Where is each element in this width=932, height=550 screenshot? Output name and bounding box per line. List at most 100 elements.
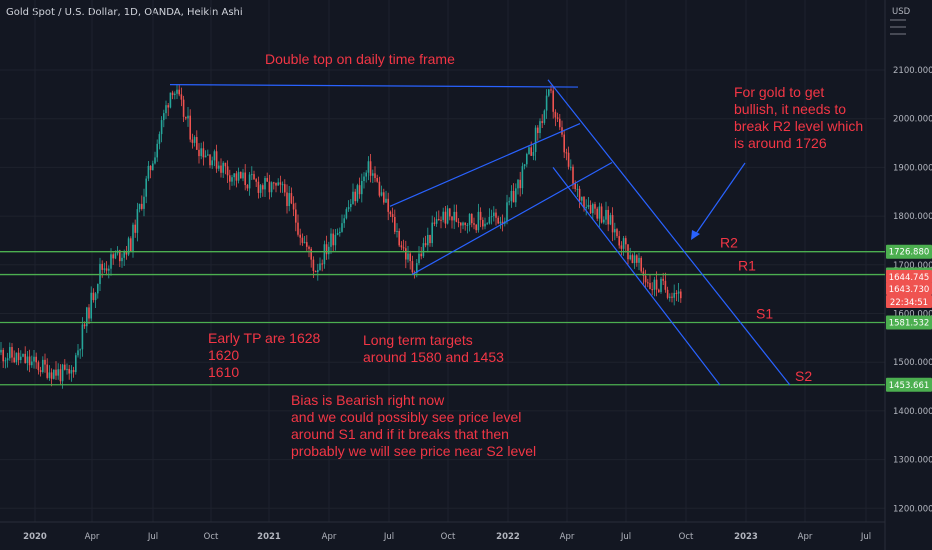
- candle-body: [281, 184, 284, 186]
- candle-body: [268, 181, 271, 193]
- x-tick-label: 2022: [496, 532, 520, 542]
- candle-body: [284, 184, 286, 193]
- candle-body: [482, 219, 484, 227]
- candle-body: [631, 255, 634, 264]
- candle-body: [576, 188, 579, 190]
- trend-line[interactable]: [389, 123, 581, 207]
- candle-body: [499, 221, 502, 224]
- candle-body: [270, 182, 273, 193]
- candle-body: [299, 234, 301, 238]
- candle-body: [290, 193, 293, 204]
- candle-body: [446, 208, 449, 224]
- candle-body: [559, 118, 561, 128]
- candle-body: [374, 173, 376, 179]
- candle-body: [266, 177, 268, 182]
- candle-body: [556, 117, 559, 119]
- trend-line[interactable]: [552, 167, 721, 386]
- price-tag-label: 1581.532: [889, 318, 930, 328]
- annotation-bias: and we could possibly see price level: [291, 409, 521, 425]
- y-tick-label: 1900.000: [893, 163, 932, 173]
- trend-line[interactable]: [547, 79, 791, 386]
- candle-body: [383, 192, 385, 203]
- annotation-title: Double top on daily time frame: [265, 51, 455, 67]
- price-tag-current: [886, 282, 932, 295]
- candle-body: [180, 94, 183, 100]
- candle-body: [363, 176, 365, 182]
- candle-body: [677, 291, 680, 294]
- candle-body: [167, 105, 169, 108]
- x-tick-label: Apr: [85, 532, 100, 542]
- candle-body: [651, 289, 653, 291]
- candle-body: [477, 211, 480, 231]
- candle-body: [607, 209, 609, 225]
- x-tick-label: Apr: [560, 532, 575, 542]
- candle-body: [39, 370, 42, 373]
- candle-body: [457, 221, 460, 223]
- trend-line[interactable]: [169, 84, 579, 88]
- price-tag-label: 1643.730: [889, 285, 930, 295]
- candle-body: [464, 222, 466, 226]
- price-tag-r2: [886, 244, 932, 259]
- candle-body: [288, 193, 290, 207]
- candle-body: [251, 174, 253, 176]
- candle-body: [336, 233, 339, 235]
- candle-body: [231, 177, 233, 182]
- candle-body: [70, 370, 73, 374]
- trend-line[interactable]: [411, 162, 613, 276]
- candle-body: [209, 154, 211, 166]
- y-tick-label: 1800.000: [893, 212, 932, 222]
- candle-body: [81, 324, 84, 350]
- candle-body: [50, 372, 53, 379]
- candle-body: [253, 174, 255, 180]
- instrument-title: Gold Spot / U.S. Dollar, 1D, OANDA, Heik…: [6, 7, 243, 18]
- candle-body: [191, 139, 194, 143]
- candle-body: [614, 229, 616, 233]
- candle-body: [138, 203, 141, 210]
- x-tick-label: Jul: [860, 532, 871, 542]
- candle-body: [213, 151, 216, 161]
- candle-body: [207, 154, 209, 156]
- candle-body: [572, 166, 574, 184]
- candle-body: [169, 92, 172, 108]
- price-tag-current: [886, 295, 932, 308]
- candle-body: [385, 198, 387, 203]
- candle-body: [347, 207, 350, 210]
- candle-body: [620, 245, 623, 249]
- candle-body: [647, 282, 649, 284]
- candle-body: [145, 178, 147, 197]
- price-tag-label: 1644.745: [889, 273, 930, 283]
- candle-body: [574, 183, 576, 190]
- candle-body: [314, 270, 317, 273]
- candle-body: [189, 115, 191, 140]
- candle-body: [244, 172, 246, 186]
- candle-body: [468, 213, 471, 225]
- candle-body: [506, 202, 508, 222]
- candle-body: [396, 230, 398, 232]
- candle-body: [68, 368, 70, 374]
- candle-body: [407, 253, 409, 260]
- candle-body: [163, 113, 165, 121]
- candle-body: [160, 120, 163, 135]
- candle-body: [611, 215, 614, 233]
- y-tick-label: 1300.000: [893, 456, 932, 466]
- candle-body: [255, 179, 257, 182]
- x-tick-label: Apr: [798, 532, 813, 542]
- candle-body: [13, 357, 15, 363]
- candle-body: [211, 160, 213, 166]
- y-tick-label: 2100.000: [893, 66, 932, 76]
- candle-body: [642, 271, 645, 276]
- candle-body: [123, 251, 125, 258]
- x-tick-label: Jul: [147, 532, 158, 542]
- candle-body: [332, 233, 334, 246]
- candle-body: [512, 190, 515, 203]
- candle-body: [2, 349, 4, 362]
- candle-body: [90, 292, 92, 319]
- candle-body: [88, 307, 90, 319]
- candle-body: [185, 116, 187, 119]
- candle-body: [246, 185, 249, 189]
- candle-body: [497, 217, 499, 224]
- candle-body: [510, 190, 513, 202]
- candle-body: [438, 219, 440, 221]
- candle-body: [303, 242, 306, 244]
